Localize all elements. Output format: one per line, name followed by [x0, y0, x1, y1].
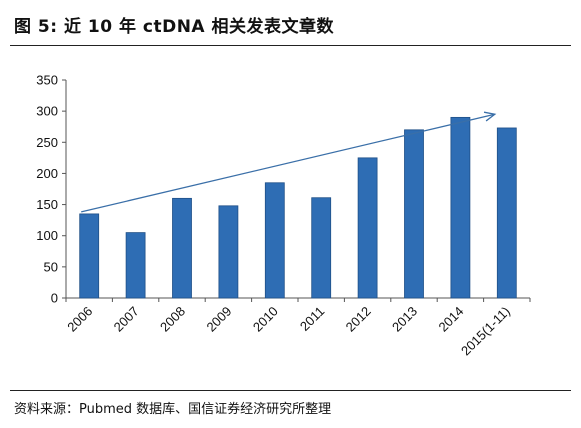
x-tick-label: 2013	[389, 304, 420, 335]
bar	[218, 205, 239, 299]
bar	[404, 129, 424, 299]
bar	[125, 232, 146, 299]
y-tick-label: 150	[36, 197, 58, 212]
x-tick-label: 2008	[157, 304, 188, 335]
bar	[172, 197, 192, 299]
bar	[79, 213, 100, 299]
figure-title: 图 5: 近 10 年 ctDNA 相关发表文章数	[14, 17, 334, 37]
x-tick-label: 2014	[435, 304, 466, 335]
trend-arrow-line	[81, 113, 495, 213]
x-tick-label: 2011	[297, 304, 327, 334]
y-tick-label: 300	[36, 104, 58, 119]
x-tick-label: 2007	[111, 304, 142, 335]
bar	[450, 116, 471, 299]
y-tick-label: 250	[36, 135, 58, 150]
x-tick-label: 2012	[343, 304, 374, 335]
bar	[311, 197, 332, 299]
y-tick-label: 200	[36, 166, 58, 181]
title-divider	[10, 45, 571, 46]
x-tick-label: 2006	[64, 304, 95, 335]
y-tick-label: 350	[36, 73, 58, 88]
bar	[357, 157, 378, 299]
x-tick-label: 2010	[250, 304, 281, 335]
source-note: 资料来源：Pubmed 数据库、国信证券经济研究所整理	[14, 402, 332, 417]
x-tick-label: 2009	[203, 304, 234, 335]
bar	[496, 127, 517, 299]
y-tick-label: 100	[36, 228, 58, 243]
y-tick-label: 50	[44, 259, 58, 274]
bar	[264, 182, 285, 299]
source-divider	[10, 390, 571, 391]
y-tick-label: 0	[51, 291, 58, 306]
trend-arrow-head	[483, 111, 497, 122]
x-tick-label: 2015(1-11)	[458, 304, 513, 359]
